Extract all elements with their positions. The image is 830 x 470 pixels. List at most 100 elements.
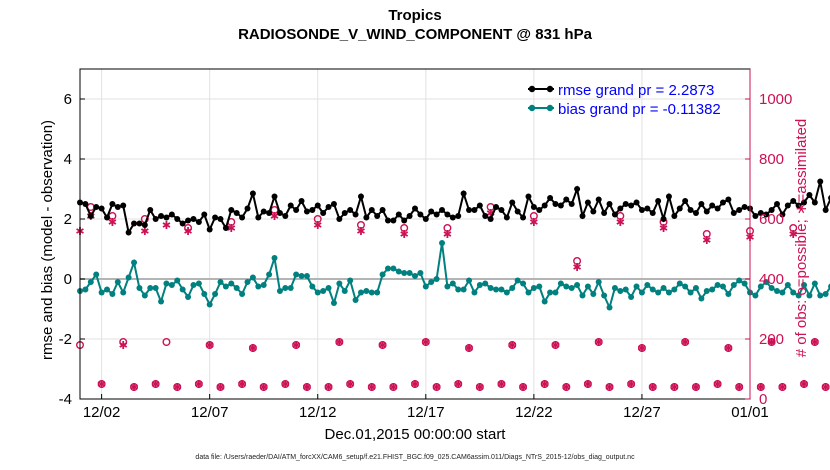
rmse-point xyxy=(682,198,689,204)
asterisk-stroke xyxy=(324,384,333,390)
asterisk-stroke xyxy=(508,342,517,348)
rmse-point xyxy=(622,201,629,207)
asterisk-stroke xyxy=(205,342,214,348)
bias-point xyxy=(298,273,305,279)
rmse-point xyxy=(195,219,202,225)
rmse-point xyxy=(114,204,121,210)
rmse-point xyxy=(811,199,818,206)
y-axis-label: rmse and bias (model - observation) xyxy=(39,120,56,360)
obs-assimilated-marker xyxy=(821,383,830,391)
bias-point xyxy=(233,285,240,291)
obs-assimilated-marker xyxy=(756,383,765,391)
rmse-point xyxy=(298,198,305,204)
rmse-point xyxy=(644,205,651,212)
bias-point xyxy=(249,274,256,281)
bias-point xyxy=(104,286,111,293)
bias-point xyxy=(374,289,381,296)
bias-point xyxy=(185,294,192,300)
bias-point xyxy=(120,289,127,296)
bias-point xyxy=(795,292,802,299)
rmse-point xyxy=(774,201,781,207)
legend-bias-label: bias grand pr = -0.11382 xyxy=(558,101,721,118)
obs-assimilated-marker xyxy=(119,341,128,349)
asterisk-stroke xyxy=(583,381,592,387)
obs-assimilated-marker xyxy=(789,230,798,238)
bias-point xyxy=(363,288,370,294)
rmse-point xyxy=(806,192,813,198)
asterisk-stroke xyxy=(227,225,236,231)
rmse-point xyxy=(185,217,192,224)
rmse-point xyxy=(347,207,354,213)
bias-point xyxy=(709,286,716,293)
asterisk-stroke xyxy=(810,339,819,345)
bias-point xyxy=(98,289,105,296)
rmse-point xyxy=(439,207,446,213)
rmse-point xyxy=(249,190,256,197)
asterisk-stroke xyxy=(551,342,560,348)
rmse-point xyxy=(541,202,548,209)
bias-point xyxy=(395,268,402,275)
rmse-point xyxy=(120,202,127,209)
rmse-point xyxy=(509,199,516,206)
bias-point xyxy=(784,282,791,288)
bias-point xyxy=(752,292,759,299)
bias-point xyxy=(498,286,505,293)
obs-assimilated-marker xyxy=(184,227,192,235)
bias-point xyxy=(190,282,197,288)
obs-assimilated-marker xyxy=(216,383,225,391)
obs-assimilated-marker xyxy=(194,380,203,388)
obs-assimilated-marker xyxy=(529,218,538,226)
obs-assimilated-marker xyxy=(303,383,311,391)
bias-point xyxy=(682,283,689,290)
rmse-point xyxy=(87,213,94,219)
bias-point xyxy=(428,279,435,285)
obs-assimilated-marker xyxy=(400,230,409,238)
bias-point xyxy=(314,289,321,296)
y2-tick-label: 200 xyxy=(759,331,784,348)
obs-assimilated-marker xyxy=(692,383,700,391)
rmse-point xyxy=(271,193,278,200)
rmse-point xyxy=(455,213,462,219)
rmse-point xyxy=(525,193,532,200)
rmse-point xyxy=(433,211,440,218)
obs-assimilated-marker xyxy=(389,383,398,391)
obs-assimilated-marker xyxy=(324,383,333,391)
rmse-point xyxy=(314,202,321,209)
asterisk-stroke xyxy=(519,384,527,390)
asterisk-stroke xyxy=(616,219,625,225)
rmse-point xyxy=(801,199,808,206)
asterisk-stroke xyxy=(540,381,549,387)
asterisk-stroke xyxy=(421,339,430,345)
obs-assimilated-marker xyxy=(411,380,419,388)
bias-point xyxy=(217,279,224,285)
rmse-point xyxy=(595,196,602,203)
obs-assimilated-marker xyxy=(519,383,527,391)
rmse-point xyxy=(266,210,273,216)
obs-assimilated-marker xyxy=(475,383,484,391)
asterisk-stroke xyxy=(108,219,117,225)
asterisk-stroke xyxy=(724,345,733,351)
asterisk-stroke xyxy=(648,384,657,390)
bias-point xyxy=(530,285,537,291)
asterisk-stroke xyxy=(378,342,387,348)
bias-point xyxy=(703,288,710,294)
rmse-point xyxy=(557,202,564,209)
bias-point xyxy=(671,286,678,293)
asterisk-stroke xyxy=(594,339,603,345)
bias-point xyxy=(303,273,310,279)
rmse-point xyxy=(649,210,656,216)
bias-point xyxy=(822,291,829,297)
asterisk-stroke xyxy=(248,345,257,351)
rmse-point xyxy=(363,214,370,221)
rmse-point xyxy=(190,216,197,222)
rmse-point xyxy=(563,196,570,203)
rmse-point xyxy=(665,193,672,200)
rmse-point xyxy=(471,207,478,213)
bias-point xyxy=(660,285,667,291)
obs-assimilated-marker xyxy=(346,380,355,388)
rmse-point xyxy=(487,216,494,222)
rmse-point xyxy=(384,217,391,224)
legend-bias-marker xyxy=(528,104,536,112)
bias-point xyxy=(244,279,251,285)
bias-point xyxy=(152,285,159,291)
